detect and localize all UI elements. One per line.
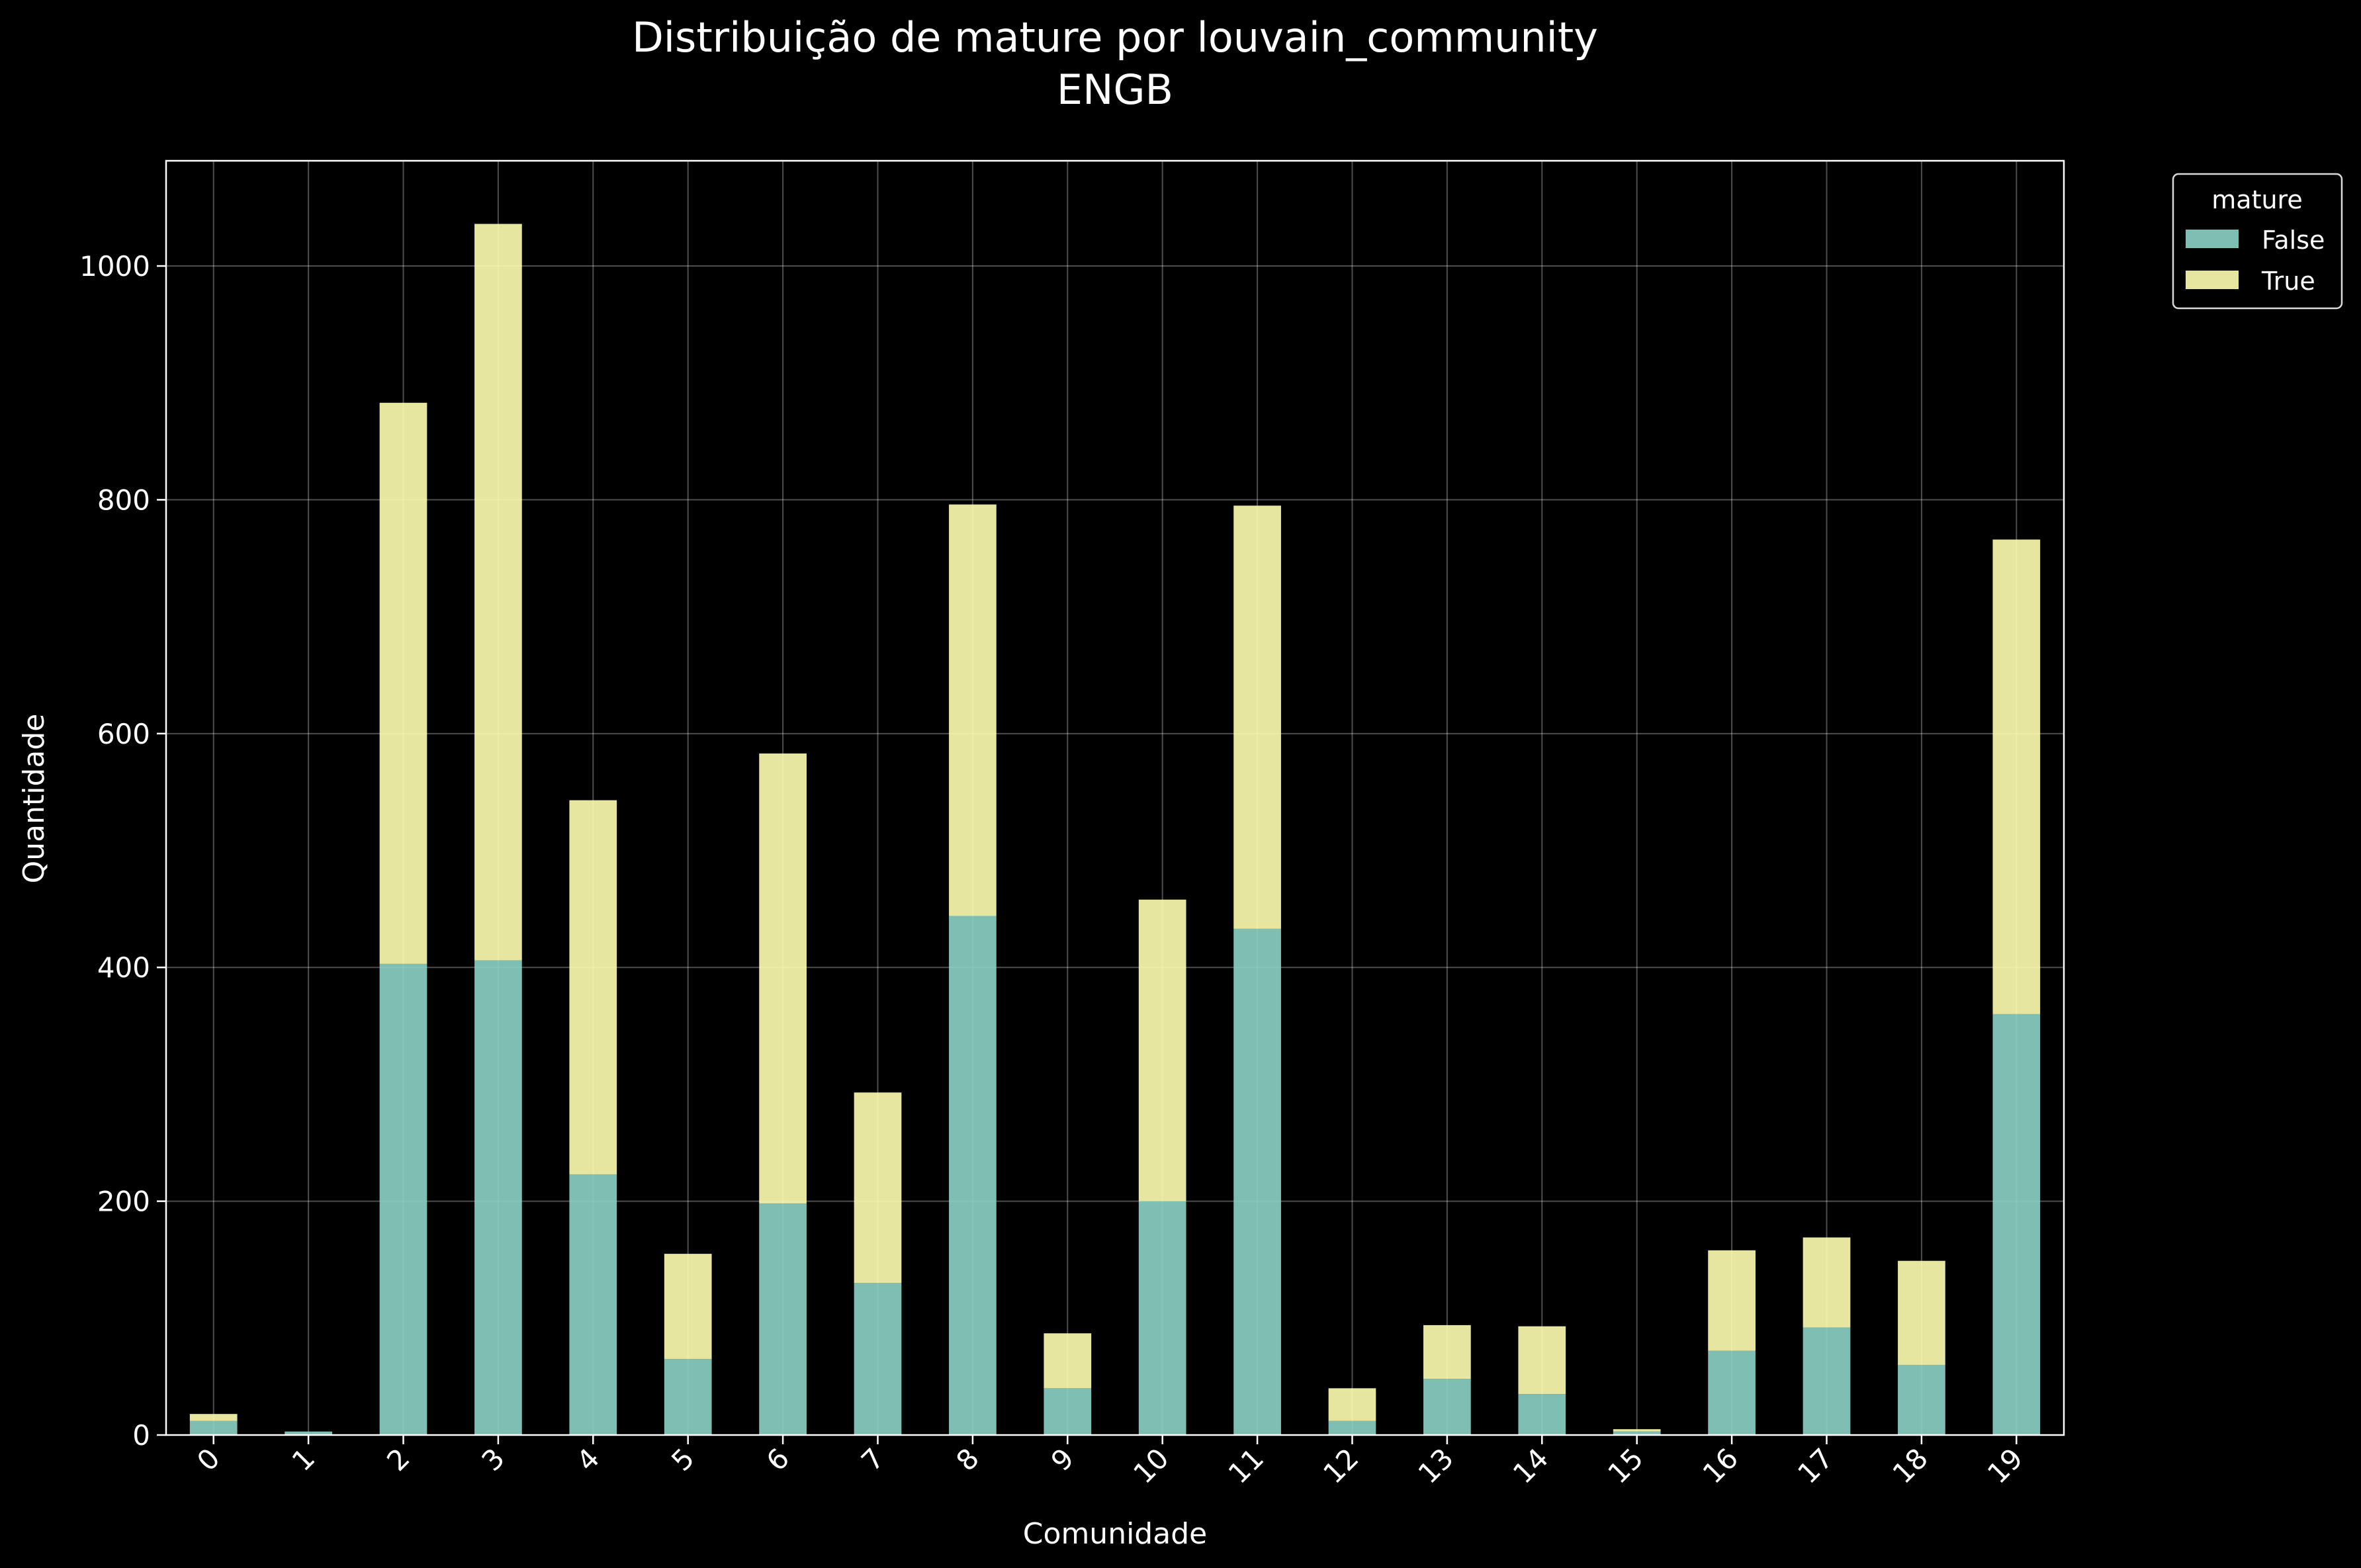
- chart-title: Distribuição de mature por louvain_commu…: [632, 13, 1598, 62]
- bar-false-3: [474, 960, 522, 1435]
- y-tick-label: 400: [97, 951, 150, 984]
- bar-true-10: [1138, 899, 1186, 1201]
- bar-true-19: [1992, 539, 2041, 1014]
- bar-true-14: [1518, 1326, 1566, 1395]
- bar-true-0: [189, 1414, 238, 1421]
- bar-false-2: [379, 963, 427, 1435]
- bar-true-2: [379, 402, 427, 964]
- legend-label-true: True: [2261, 267, 2315, 296]
- bar-true-13: [1423, 1325, 1471, 1379]
- legend-title: mature: [2211, 185, 2302, 214]
- legend-swatch-true: [2186, 271, 2239, 289]
- y-axis-ticks: 0 200 400 600 800 1000: [79, 250, 166, 1452]
- bar-true-9: [1044, 1333, 1092, 1389]
- x-axis-label: Comunidade: [1023, 1517, 1207, 1551]
- bar-false-4: [569, 1174, 617, 1435]
- bar-true-4: [569, 800, 617, 1174]
- y-tick-label: 0: [132, 1419, 150, 1452]
- plot-frame: [165, 159, 2065, 1436]
- y-axis-label: Quantidade: [17, 714, 51, 884]
- bar-true-17: [1803, 1237, 1851, 1328]
- bar-false-12: [1328, 1420, 1376, 1435]
- bar-true-5: [664, 1254, 712, 1360]
- bar-false-5: [664, 1359, 712, 1435]
- bar-false-11: [1233, 928, 1281, 1435]
- bar-false-19: [1992, 1014, 2041, 1435]
- bar-true-8: [949, 504, 997, 916]
- legend: mature False True: [2172, 173, 2343, 310]
- y-tick-label: 200: [97, 1186, 150, 1218]
- chart-subtitle: ENGB: [1057, 65, 1173, 114]
- bar-true-7: [854, 1092, 902, 1284]
- bar-false-14: [1518, 1394, 1566, 1435]
- legend-label-false: False: [2262, 226, 2325, 255]
- bar-true-16: [1708, 1250, 1756, 1351]
- bar-true-11: [1233, 505, 1281, 929]
- y-tick-label: 600: [97, 718, 150, 750]
- bar-true-15: [1613, 1429, 1661, 1432]
- bars: [189, 224, 2041, 1435]
- bar-false-7: [854, 1283, 902, 1435]
- bar-false-17: [1803, 1327, 1851, 1435]
- bar-false-9: [1044, 1388, 1092, 1435]
- bar-false-18: [1898, 1364, 1945, 1435]
- bar-false-0: [189, 1420, 238, 1435]
- bar-true-18: [1898, 1260, 1945, 1365]
- bar-true-3: [474, 224, 522, 961]
- bar-false-8: [949, 916, 997, 1435]
- bar-false-15: [1613, 1431, 1661, 1435]
- bar-true-12: [1328, 1388, 1376, 1421]
- bar-false-6: [759, 1203, 807, 1435]
- bar-false-1: [285, 1431, 332, 1435]
- bar-true-6: [759, 753, 807, 1204]
- bar-false-13: [1423, 1379, 1471, 1435]
- legend-swatch-false: [2186, 230, 2239, 248]
- bar-false-16: [1708, 1350, 1756, 1435]
- bar-false-10: [1138, 1201, 1186, 1435]
- y-tick-label: 800: [97, 484, 150, 516]
- y-tick-label: 1000: [79, 250, 150, 283]
